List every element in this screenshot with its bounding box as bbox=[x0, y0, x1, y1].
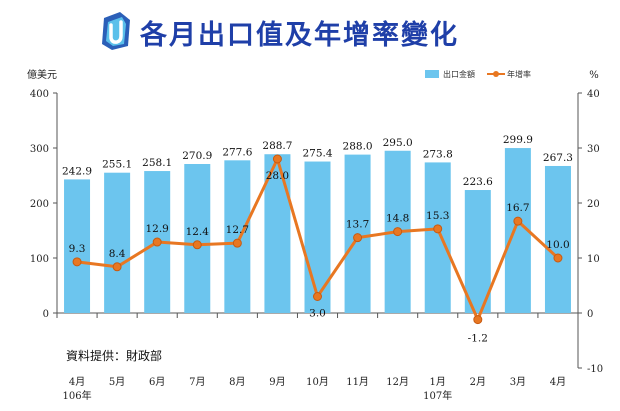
y-tick-right-label: 10 bbox=[587, 254, 600, 265]
x-year-label: 106年 bbox=[62, 389, 91, 402]
bar bbox=[464, 190, 491, 313]
growth-rate-point bbox=[192, 240, 202, 250]
growth-rate-point bbox=[393, 227, 403, 237]
line-series bbox=[72, 154, 563, 325]
bar-value-label: 275.4 bbox=[302, 148, 332, 160]
growth-rate-point bbox=[72, 257, 82, 267]
y-tick-right-label: 30 bbox=[587, 144, 600, 155]
growth-rate-label: -1.2 bbox=[468, 333, 488, 345]
legend: 出口金額 年增率 bbox=[425, 69, 531, 79]
bar bbox=[104, 172, 131, 313]
growth-rate-label: 15.3 bbox=[426, 210, 449, 222]
bar bbox=[544, 165, 571, 313]
x-tick-label: 8月 bbox=[229, 376, 245, 388]
growth-rate-label: 12.4 bbox=[186, 226, 210, 238]
source-note: 資料提供：財政部 bbox=[66, 348, 162, 363]
bar bbox=[64, 179, 91, 313]
y-tick-right-label: -10 bbox=[587, 364, 603, 375]
bar-value-label: 258.1 bbox=[142, 157, 172, 169]
x-tick-label: 2月 bbox=[470, 376, 486, 388]
bar-value-label: 288.7 bbox=[262, 140, 292, 152]
bar-value-label: 299.9 bbox=[503, 134, 533, 146]
growth-rate-point bbox=[152, 237, 162, 247]
x-tick-label: 12月 bbox=[386, 376, 409, 388]
legend-label-exports: 出口金額 bbox=[443, 69, 475, 79]
bar-value-label: 242.9 bbox=[62, 165, 92, 177]
growth-rate-point bbox=[433, 224, 443, 234]
growth-rate-point bbox=[272, 154, 282, 164]
x-year-label: 107年 bbox=[423, 389, 452, 402]
legend-marker-growth bbox=[493, 71, 499, 77]
bar-value-label: 270.9 bbox=[182, 150, 212, 162]
growth-rate-point bbox=[112, 262, 122, 272]
bar-value-label: 223.6 bbox=[463, 176, 493, 188]
x-tick-label: 7月 bbox=[189, 376, 205, 388]
growth-rate-point bbox=[553, 253, 563, 263]
growth-rate-label: 16.7 bbox=[506, 202, 529, 214]
growth-rate-point bbox=[513, 216, 523, 226]
x-tick-label: 4月 bbox=[550, 376, 566, 388]
y-axis-right-label: % bbox=[589, 70, 599, 81]
x-tick-label: 6月 bbox=[149, 376, 165, 388]
x-tick-label: 11月 bbox=[346, 376, 369, 388]
growth-rate-point bbox=[232, 238, 242, 248]
y-tick-left-label: 400 bbox=[30, 89, 49, 100]
growth-rate-label: 12.9 bbox=[145, 223, 168, 235]
growth-rate-label: 28.0 bbox=[266, 170, 289, 182]
bar-value-label: 288.0 bbox=[343, 141, 373, 153]
x-tick-label: 3月 bbox=[510, 376, 526, 388]
bar-series bbox=[64, 148, 571, 313]
y-tick-left-label: 200 bbox=[30, 199, 49, 210]
growth-rate-label: 9.3 bbox=[69, 243, 86, 255]
bar bbox=[224, 160, 251, 313]
u-logo-icon bbox=[102, 12, 130, 50]
y-tick-left-label: 300 bbox=[30, 144, 49, 155]
bar-value-label: 295.0 bbox=[383, 137, 413, 149]
bar bbox=[424, 162, 451, 313]
growth-rate-label: 14.8 bbox=[386, 213, 409, 225]
bar-value-label: 273.8 bbox=[423, 148, 453, 160]
y-tick-left-label: 100 bbox=[30, 254, 49, 265]
growth-rate-point bbox=[353, 233, 363, 243]
y-tick-left-label: 0 bbox=[43, 309, 49, 320]
growth-rate-label: 12.7 bbox=[226, 224, 249, 236]
data-labels: 242.9 255.1 258.1 270.9 277.6 288.7 275.4 288.0… bbox=[62, 134, 573, 345]
x-tick-label: 9月 bbox=[269, 376, 285, 388]
bar-value-label: 255.1 bbox=[102, 159, 132, 171]
bar bbox=[184, 164, 211, 313]
y-tick-right-label: 20 bbox=[587, 199, 600, 210]
chart-title: 各月出口值及年增率變化 bbox=[139, 19, 459, 51]
y-tick-right-label: 0 bbox=[587, 309, 593, 320]
y-tick-right-label: 40 bbox=[587, 89, 600, 100]
bar-value-label: 267.3 bbox=[543, 152, 573, 164]
x-tick-label: 10月 bbox=[306, 376, 329, 388]
bar-value-label: 277.6 bbox=[222, 146, 252, 158]
x-tick-label: 4月 bbox=[69, 376, 85, 388]
x-tick-label: 1月 bbox=[430, 376, 446, 388]
x-tick-label: 5月 bbox=[109, 376, 125, 388]
growth-rate-point bbox=[313, 292, 322, 301]
bar bbox=[304, 161, 331, 313]
y-axis-left-label: 億美元 bbox=[27, 68, 57, 81]
legend-label-growth: 年增率 bbox=[507, 69, 531, 79]
legend-swatch-exports bbox=[425, 70, 439, 78]
growth-rate-label: 10.0 bbox=[546, 239, 569, 251]
growth-rate-label: 8.4 bbox=[109, 248, 126, 260]
growth-rate-point bbox=[473, 315, 483, 325]
growth-rate-label: 13.7 bbox=[346, 219, 369, 231]
growth-rate-label: 3.0 bbox=[309, 308, 326, 320]
